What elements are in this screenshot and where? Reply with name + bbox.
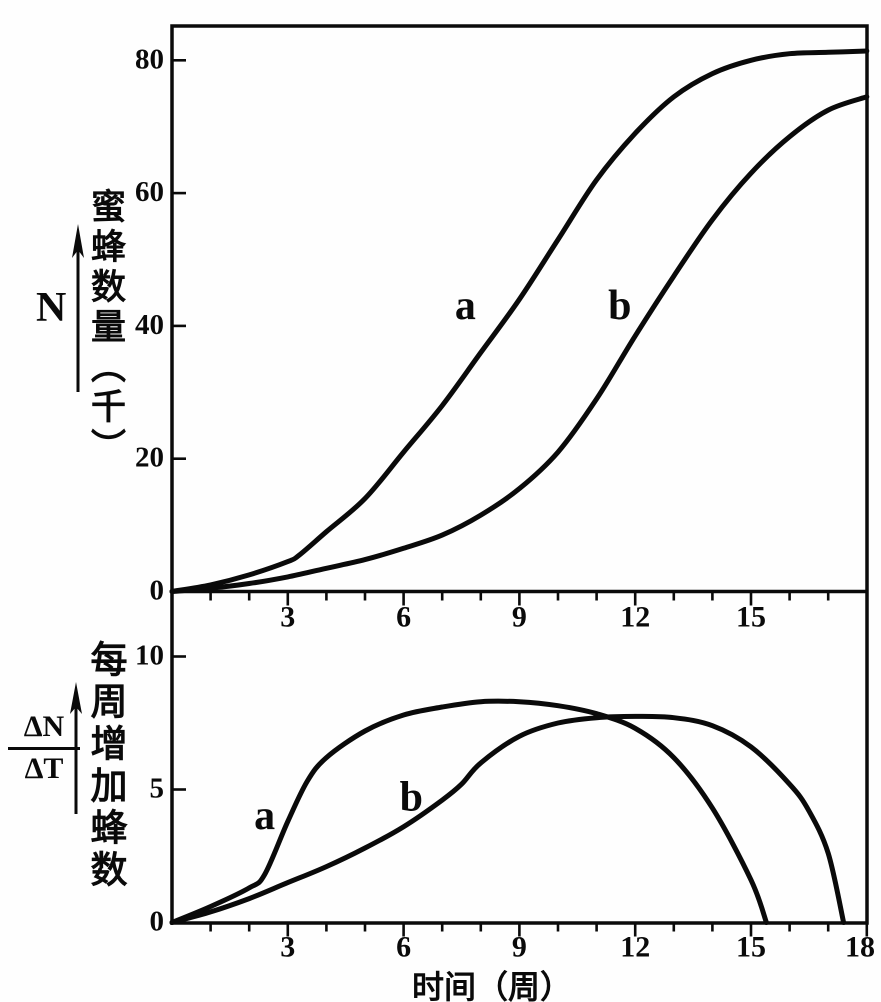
bee-population-y-tick-label: 60	[135, 176, 164, 208]
bee-population-x-tick-label: 3	[280, 601, 295, 634]
weekly-increase-x-tick-label: 18	[845, 931, 875, 964]
delta-t-label: ΔT	[24, 751, 64, 785]
bee-population-x-tick-label: 15	[736, 601, 766, 634]
weekly-increase-curve-label-a: a	[254, 793, 275, 839]
bottom-y-axis-up-arrow-icon	[70, 682, 82, 814]
weekly-increase-y-tick-label: 10	[135, 640, 164, 672]
weekly-increase-x-tick-label: 3	[280, 931, 295, 964]
bee-population-curve-label-a: a	[455, 283, 476, 329]
bee-population-curve-a	[169, 48, 870, 594]
bee-population-y-tick-label: 80	[135, 43, 164, 75]
weekly-increase-curve-b	[169, 713, 847, 925]
figure-frame	[170, 24, 869, 925]
weekly-increase-x-tick-label: 9	[512, 931, 527, 964]
bee-population-x-tick-label: 12	[620, 601, 650, 634]
top-y-axis-title: 蜜蜂数量（千）	[86, 188, 125, 468]
bee-population-x-tick-label: 6	[396, 601, 411, 634]
weekly-increase-x-tick-label: 6	[396, 931, 411, 964]
bee-population-y-tick-label: 40	[135, 309, 164, 341]
bee-population-curve-b	[169, 94, 870, 594]
bottom-y-axis-title: 每周增加蜂数	[84, 640, 125, 892]
bee-population-y-tick-label: 20	[135, 442, 164, 474]
bee-population-x-tick-label: 9	[512, 601, 527, 634]
weekly-increase-y-tick-label: 0	[150, 906, 165, 938]
weekly-increase-curve-label-b: b	[400, 774, 423, 820]
top-y-axis-symbol: N	[36, 285, 67, 331]
weekly-increase-x-tick-label: 15	[736, 931, 766, 964]
bottom-y-axis-symbol: ΔN ΔT	[8, 710, 80, 786]
delta-n-label: ΔN	[23, 710, 65, 743]
weekly-increase-x-tick-label: 12	[620, 931, 650, 964]
bee-population-y-tick-label: 0	[150, 575, 165, 607]
weekly-increase-y-tick-label: 5	[150, 773, 165, 805]
x-axis-title: 时间（周）	[411, 969, 572, 1002]
weekly-increase-curve-a	[169, 698, 769, 925]
top-y-axis-up-arrow-icon	[72, 224, 84, 392]
bee-population-curve-label-b: b	[608, 283, 631, 329]
fraction-bar	[8, 746, 80, 750]
